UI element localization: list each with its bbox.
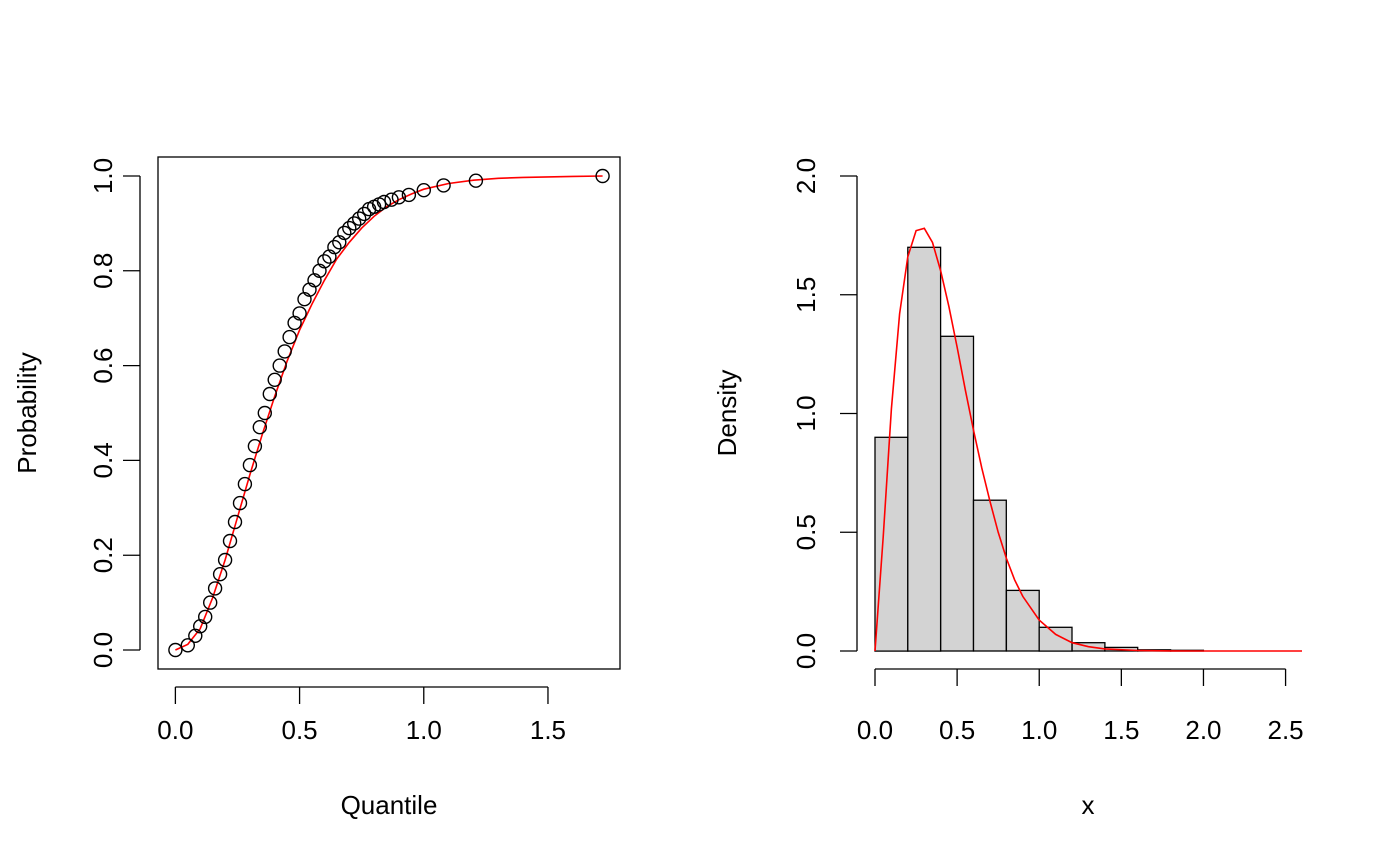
- cdf-point: [242, 457, 258, 473]
- density-line: [874, 227, 1302, 652]
- cdf-point: [401, 187, 417, 203]
- cdf-point: [192, 619, 208, 634]
- cdf-point: [197, 609, 213, 625]
- histogram-y-tick-label: 0.0: [791, 633, 821, 669]
- histogram-bars: [874, 246, 1205, 652]
- density-curve: [874, 227, 1302, 652]
- histogram-y-tick-label: 1.5: [791, 277, 821, 313]
- cdf-point: [217, 552, 233, 568]
- cdf-point: [267, 372, 282, 387]
- histogram-y-axis: 0.0 0.5 1.0 1.5 2.0: [791, 158, 858, 669]
- histogram-bar: [1005, 589, 1040, 652]
- cdf-point: [352, 211, 367, 226]
- cdf-x-axis: 0.0 0.5 1.0 1.5: [157, 686, 566, 745]
- cdf-point: [337, 225, 352, 241]
- cdf-y-tick-label: 1.0: [88, 158, 118, 194]
- cdf-x-axis-label: Quantile: [341, 790, 438, 820]
- cdf-point: [212, 567, 228, 582]
- cdf-x-tick-label: 0.0: [157, 715, 193, 745]
- histogram-bar: [907, 246, 942, 652]
- cdf-point: [317, 254, 332, 269]
- cdf-point: [257, 405, 272, 421]
- cdf-point: [222, 533, 238, 549]
- histogram-bar: [972, 499, 1007, 652]
- cdf-point: [357, 206, 372, 222]
- cdf-point: [277, 344, 292, 359]
- histogram-y-tick-label: 1.0: [791, 395, 821, 431]
- histogram-y-axis-label: Density: [712, 370, 742, 457]
- cdf-points: [168, 168, 610, 658]
- cdf-point: [168, 642, 183, 658]
- cdf-x-tick-label: 0.5: [282, 715, 318, 745]
- histogram-bar: [874, 436, 909, 652]
- cdf-y-tick-label: 0.6: [88, 348, 118, 384]
- histogram-x-tick-label: 0.5: [939, 715, 975, 745]
- cdf-point: [188, 628, 203, 643]
- cdf-point: [327, 239, 342, 255]
- cdf-point: [342, 220, 357, 236]
- histogram-y-tick-label: 0.5: [791, 514, 821, 550]
- cdf-plot-box: [157, 156, 621, 670]
- cdf-point: [312, 263, 327, 278]
- cdf-point: [302, 282, 317, 297]
- cdf-point: [237, 476, 253, 492]
- histogram-x-axis-label: x: [1082, 790, 1095, 820]
- cdf-point: [207, 581, 223, 596]
- cdf-point: [272, 358, 287, 373]
- cdf-point: [391, 190, 407, 205]
- cdf-point: [347, 216, 362, 231]
- cdf-point: [416, 182, 431, 198]
- cdf-point: [468, 173, 484, 188]
- cdf-point: [376, 194, 392, 210]
- cdf-y-axis-label: Probability: [12, 352, 42, 473]
- histogram-y-tick-label: 2.0: [791, 158, 821, 194]
- cdf-panel: 0.0 0.5 1.0 1.5 0.0 0.2 0.4 0.6 0.8 1.0 Quantile…: [12, 156, 621, 820]
- cdf-y-tick-label: 0.4: [88, 442, 118, 478]
- cdf-point: [332, 235, 347, 250]
- histogram-x-tick-label: 2.0: [1185, 715, 1221, 745]
- cdf-point: [227, 514, 243, 530]
- histogram-x-tick-label: 0.0: [857, 715, 893, 745]
- histogram-x-tick-label: 1.0: [1021, 715, 1057, 745]
- cdf-point: [232, 495, 248, 511]
- cdf-point: [282, 329, 297, 345]
- cdf-point: [180, 638, 196, 653]
- cdf-point: [292, 306, 307, 321]
- cdf-y-tick-label: 0.2: [88, 537, 118, 573]
- histogram-panel: 0.0 0.5 1.0 1.5 2.0 2.5 0.0 0.5 1.0 1.5 2.0 x Den…: [712, 158, 1304, 820]
- cdf-line: [175, 175, 603, 651]
- cdf-fitted-line: [175, 175, 603, 651]
- cdf-point: [436, 178, 451, 193]
- histogram-bar: [940, 335, 975, 652]
- histogram-x-tick-label: 1.5: [1103, 715, 1139, 745]
- histogram-x-tick-label: 2.5: [1267, 715, 1303, 745]
- cdf-point: [262, 386, 277, 402]
- cdf-point: [202, 595, 218, 610]
- cdf-x-tick-label: 1.0: [406, 715, 442, 745]
- cdf-y-tick-label: 0.0: [88, 632, 118, 668]
- histogram-x-axis: 0.0 0.5 1.0 1.5 2.0 2.5: [857, 668, 1304, 745]
- cdf-point: [252, 420, 267, 435]
- cdf-y-tick-label: 0.8: [88, 253, 118, 289]
- histogram-bar: [1038, 626, 1073, 652]
- cdf-point: [595, 168, 610, 184]
- cdf-y-axis: 0.0 0.2 0.4 0.6 0.8 1.0: [88, 158, 141, 668]
- cdf-point: [247, 439, 263, 454]
- cdf-x-tick-label: 1.5: [530, 715, 566, 745]
- cdf-point: [384, 192, 399, 207]
